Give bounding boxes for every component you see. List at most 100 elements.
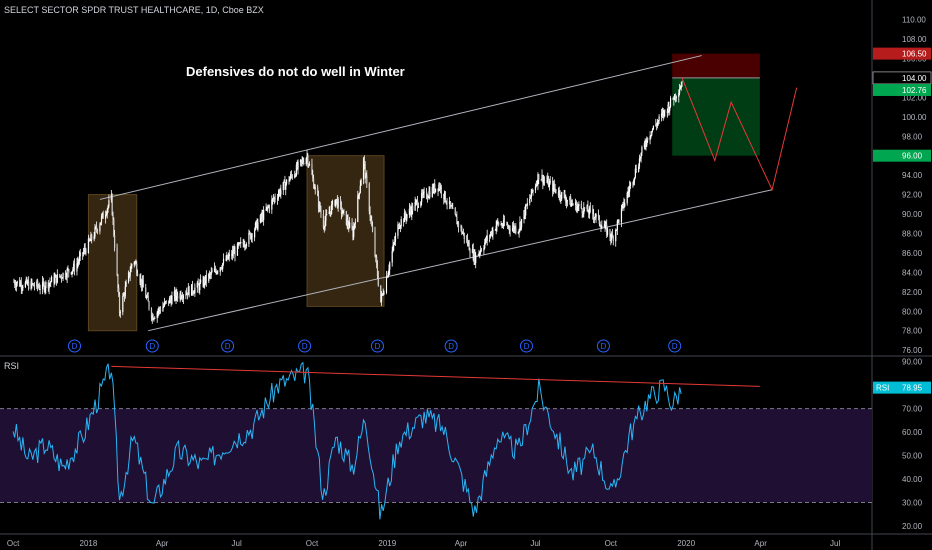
candle[interactable]	[639, 156, 641, 162]
candle[interactable]	[36, 279, 38, 290]
candle[interactable]	[139, 273, 141, 285]
candle[interactable]	[674, 93, 677, 103]
candle[interactable]	[386, 275, 388, 279]
candle[interactable]	[452, 203, 454, 209]
candle[interactable]	[588, 209, 590, 219]
candle[interactable]	[296, 160, 298, 171]
candle[interactable]	[406, 213, 408, 222]
candle[interactable]	[203, 276, 205, 288]
candle[interactable]	[322, 209, 325, 230]
candle[interactable]	[618, 219, 620, 225]
candle[interactable]	[331, 200, 333, 215]
candle[interactable]	[175, 287, 177, 304]
candle[interactable]	[238, 242, 240, 247]
candle[interactable]	[649, 131, 651, 145]
candle[interactable]	[565, 196, 568, 209]
candle[interactable]	[244, 240, 246, 251]
candle[interactable]	[220, 267, 222, 270]
candle[interactable]	[182, 294, 185, 304]
candle[interactable]	[30, 278, 32, 291]
candle[interactable]	[122, 292, 124, 316]
candle[interactable]	[483, 245, 485, 255]
candle[interactable]	[443, 193, 445, 205]
candle[interactable]	[548, 178, 551, 191]
candle[interactable]	[150, 307, 153, 322]
candle[interactable]	[16, 280, 18, 287]
candle[interactable]	[450, 204, 452, 207]
candle[interactable]	[72, 266, 74, 275]
candle[interactable]	[620, 204, 623, 228]
candle[interactable]	[606, 227, 609, 237]
candle[interactable]	[261, 209, 263, 223]
candle[interactable]	[49, 277, 51, 287]
candle[interactable]	[494, 228, 496, 231]
candle[interactable]	[113, 217, 115, 238]
candle[interactable]	[473, 249, 475, 266]
candle[interactable]	[62, 272, 64, 282]
candle[interactable]	[255, 220, 257, 228]
candle[interactable]	[397, 221, 399, 239]
candle[interactable]	[661, 107, 663, 119]
candle[interactable]	[543, 176, 546, 186]
candle[interactable]	[250, 232, 252, 243]
candle[interactable]	[581, 208, 583, 219]
candle[interactable]	[337, 197, 339, 212]
candle[interactable]	[525, 204, 528, 207]
candle[interactable]	[266, 206, 268, 211]
candle[interactable]	[303, 157, 305, 166]
candle[interactable]	[498, 221, 500, 227]
candle[interactable]	[381, 293, 383, 297]
candle[interactable]	[578, 201, 580, 212]
candle[interactable]	[330, 211, 332, 218]
candle[interactable]	[151, 312, 153, 324]
candle[interactable]	[154, 316, 156, 320]
candle[interactable]	[593, 209, 595, 224]
candle[interactable]	[529, 194, 532, 199]
candle[interactable]	[262, 209, 264, 222]
candle[interactable]	[467, 239, 469, 247]
candle[interactable]	[422, 189, 424, 199]
candle[interactable]	[434, 179, 436, 195]
candle[interactable]	[680, 81, 682, 91]
time-axis[interactable]: Oct 2018 Apr Jul Oct 2019 Apr Jul Oct 2020 Apr Jul	[0, 533, 932, 548]
candle[interactable]	[392, 239, 394, 253]
candle[interactable]	[210, 266, 212, 279]
candle[interactable]	[55, 274, 57, 278]
candle[interactable]	[491, 227, 493, 238]
candle[interactable]	[37, 283, 40, 289]
candle[interactable]	[107, 204, 109, 213]
candle[interactable]	[524, 206, 526, 220]
candle[interactable]	[374, 226, 376, 258]
candle[interactable]	[606, 219, 608, 238]
candle[interactable]	[94, 223, 96, 239]
candle[interactable]	[221, 265, 223, 271]
candle[interactable]	[284, 175, 286, 190]
rsi-line[interactable]	[12, 361, 682, 520]
candle[interactable]	[106, 207, 108, 219]
candle[interactable]	[85, 247, 87, 256]
candle[interactable]	[448, 196, 451, 210]
candle[interactable]	[357, 190, 359, 223]
candle[interactable]	[466, 235, 468, 244]
candle[interactable]	[513, 223, 515, 234]
candle[interactable]	[197, 278, 199, 286]
candle[interactable]	[377, 270, 379, 287]
candle[interactable]	[434, 188, 437, 193]
candle[interactable]	[439, 183, 442, 194]
candle[interactable]	[66, 267, 68, 284]
candle[interactable]	[394, 232, 397, 246]
candle[interactable]	[621, 204, 623, 212]
candle[interactable]	[335, 198, 338, 205]
candle[interactable]	[56, 269, 58, 284]
candle[interactable]	[511, 222, 514, 232]
candle[interactable]	[14, 279, 16, 289]
candle[interactable]	[632, 181, 634, 188]
candle[interactable]	[289, 176, 291, 182]
candle[interactable]	[216, 270, 218, 275]
candle[interactable]	[484, 239, 486, 250]
candle[interactable]	[346, 214, 348, 229]
candle[interactable]	[22, 284, 24, 291]
candle[interactable]	[428, 186, 430, 200]
candle[interactable]	[348, 220, 350, 233]
candle[interactable]	[365, 172, 367, 179]
